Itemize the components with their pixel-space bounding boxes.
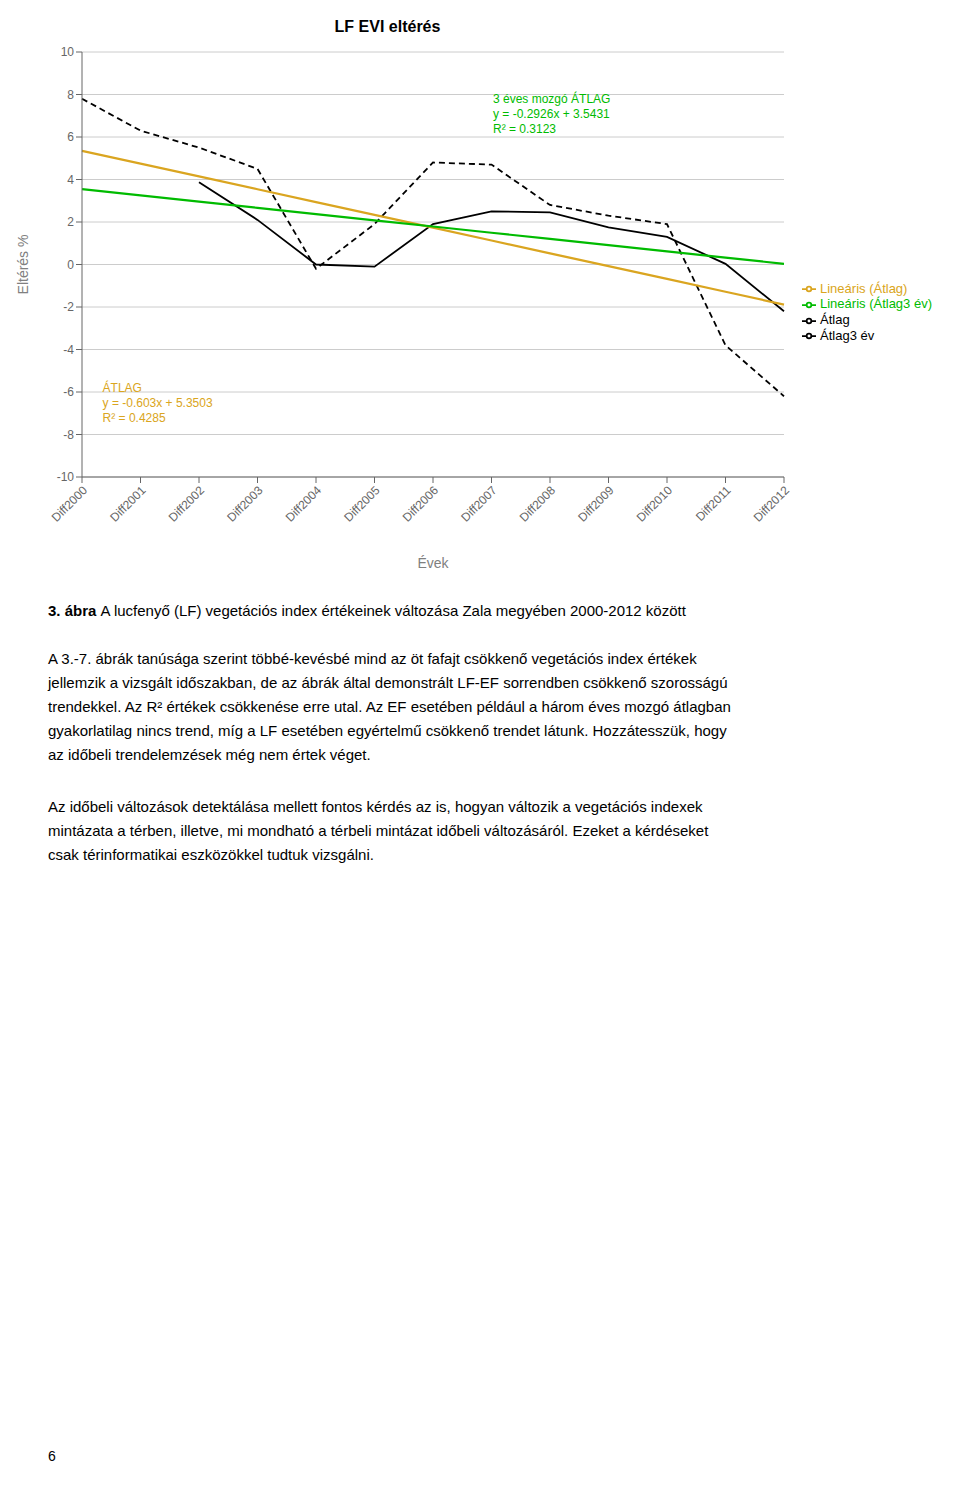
svg-text:0: 0 [67,258,74,272]
svg-text:Diff2001: Diff2001 [107,483,149,525]
svg-text:10: 10 [61,45,75,59]
svg-text:Diff2000: Diff2000 [49,483,91,525]
html-text:3. ábra A lucfenyő (LF) vegetá: 3. ábra A lucfenyő (LF) vegetációs index… [48,602,686,619]
svg-text:Diff2002: Diff2002 [166,483,208,525]
svg-text:6: 6 [67,130,74,144]
svg-text:-6: -6 [63,385,74,399]
html-text:Az időbeli változások detektál: Az időbeli változások detektálása mellet… [48,798,709,863]
svg-text:-8: -8 [63,428,74,442]
html-text:LF EVI eltérés: LF EVI eltérés [334,18,441,35]
svg-text:-2: -2 [63,300,74,314]
svg-text:-10: -10 [57,470,75,484]
svg-text:Eltérés %: Eltérés % [15,235,31,295]
html-text:3 éves mozgó ÁTLAG y = -0.2926: 3 éves mozgó ÁTLAG y = -0.2926x + 3.5431… [493,92,611,136]
html-text:A 3.-7. ábrák tanúsága szerint: A 3.-7. ábrák tanúsága szerint többé-kev… [48,650,731,763]
svg-text:Diff2012: Diff2012 [751,483,793,525]
html-text:Átlag3 év: Átlag3 év [820,327,875,343]
html-text:Lineáris (Átlag): Lineáris (Átlag) [820,280,908,296]
svg-text:-4: -4 [63,343,74,357]
svg-text:Évek: Évek [417,555,449,571]
svg-text:Diff2011: Diff2011 [693,483,734,524]
svg-text:8: 8 [67,88,74,102]
svg-text:Diff2005: Diff2005 [341,483,383,525]
svg-text:Diff2010: Diff2010 [634,483,676,525]
html-text:6: 6 [48,1448,56,1464]
svg-text:Diff2003: Diff2003 [224,483,266,525]
svg-text:2: 2 [67,215,74,229]
svg-text:Diff2009: Diff2009 [575,483,617,525]
svg-text:Diff2004: Diff2004 [283,483,325,525]
html-text:ÁTLAG y = -0.603x + 5.3503 R²: ÁTLAG y = -0.603x + 5.3503 R² = 0.4285 [102,381,213,425]
svg-text:Diff2007: Diff2007 [458,483,500,525]
svg-text:Diff2006: Diff2006 [400,483,442,525]
html-text:Átlag: Átlag [820,312,850,327]
html-text:Lineáris (Átlag3 év): Lineáris (Átlag3 év) [820,296,932,312]
svg-text:4: 4 [67,173,74,187]
svg-text:Diff2008: Diff2008 [517,483,559,525]
